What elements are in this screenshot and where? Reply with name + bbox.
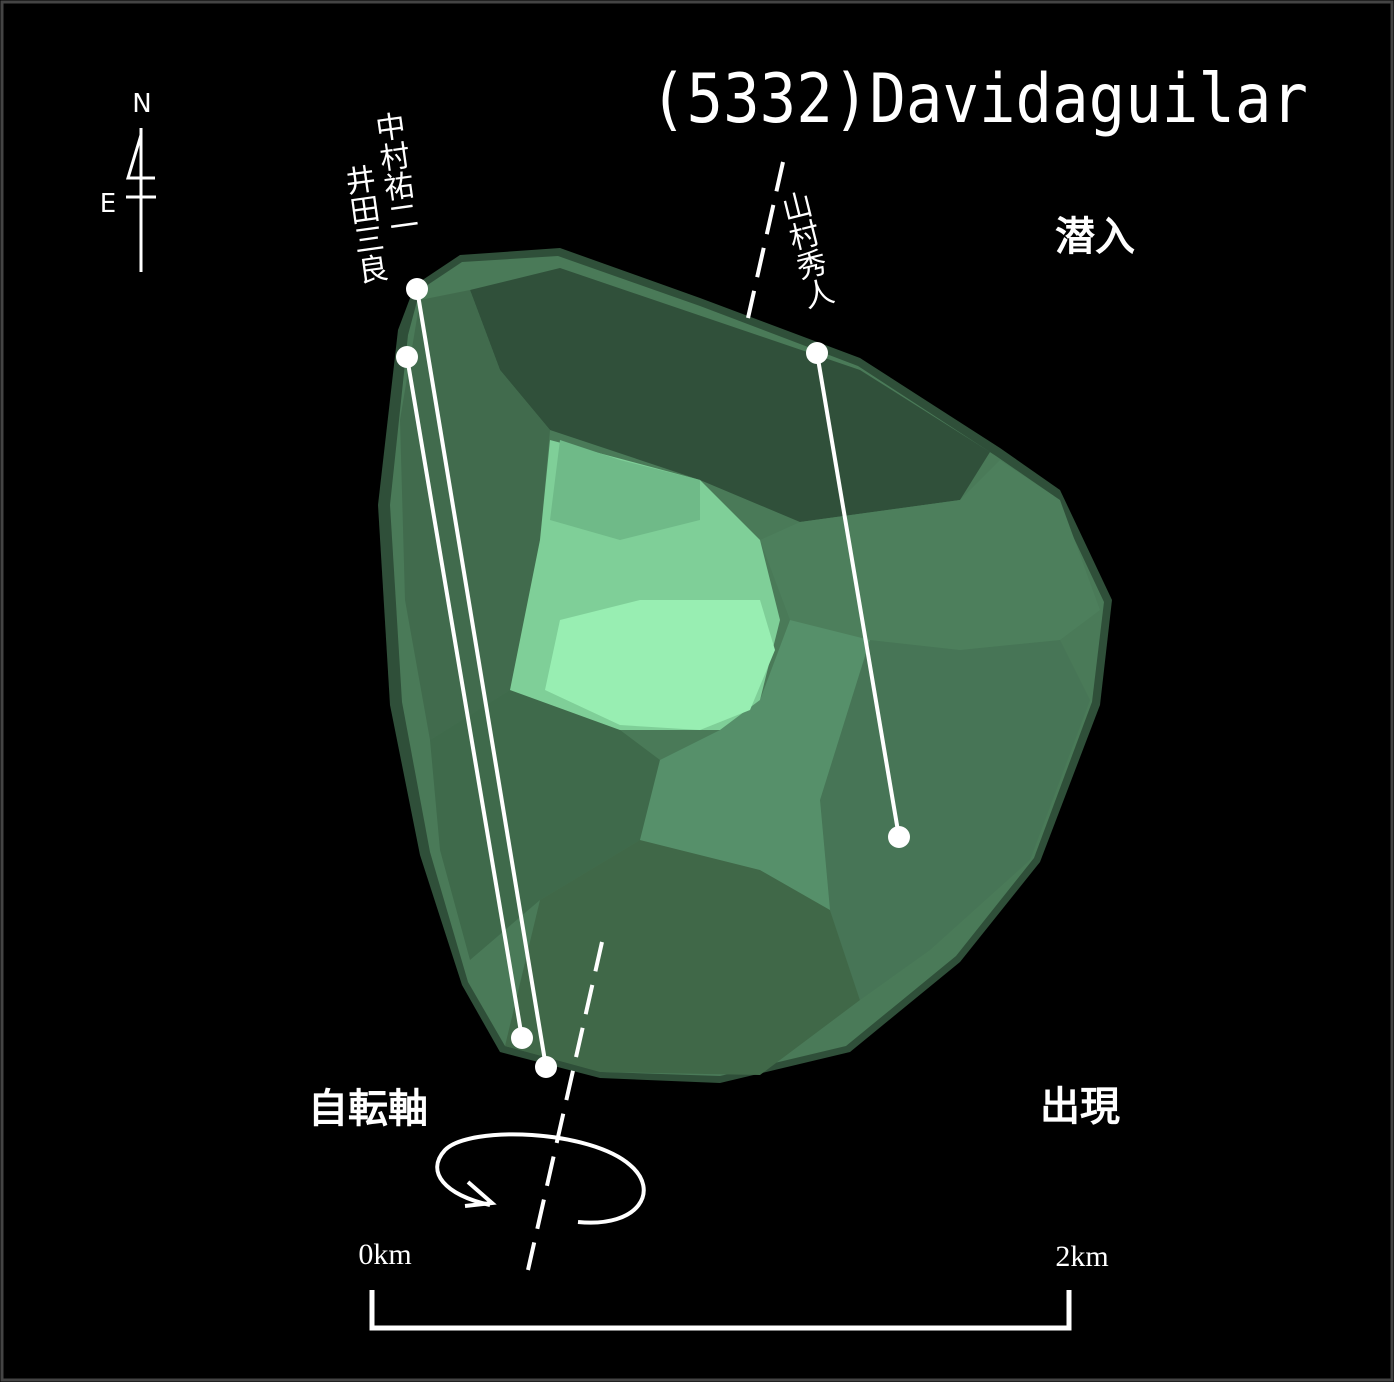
scale-bar xyxy=(369,1290,1072,1331)
reappearance-label: 出現 xyxy=(1040,1084,1120,1130)
scale-end: 2km xyxy=(1055,1240,1108,1273)
disappearance-label: 潜入 xyxy=(1055,214,1135,260)
east-label: E xyxy=(100,189,116,219)
compass xyxy=(125,128,156,272)
north-label: N xyxy=(132,89,151,119)
chord-points xyxy=(396,278,910,1078)
chords xyxy=(405,161,901,1068)
scale-start: 0km xyxy=(358,1238,411,1271)
rotation-axis-label: 自転軸 xyxy=(308,1086,428,1132)
title: (5332)Davidaguilar xyxy=(650,60,1308,139)
rotation-axis xyxy=(435,941,646,1271)
asteroid xyxy=(378,248,1112,1083)
